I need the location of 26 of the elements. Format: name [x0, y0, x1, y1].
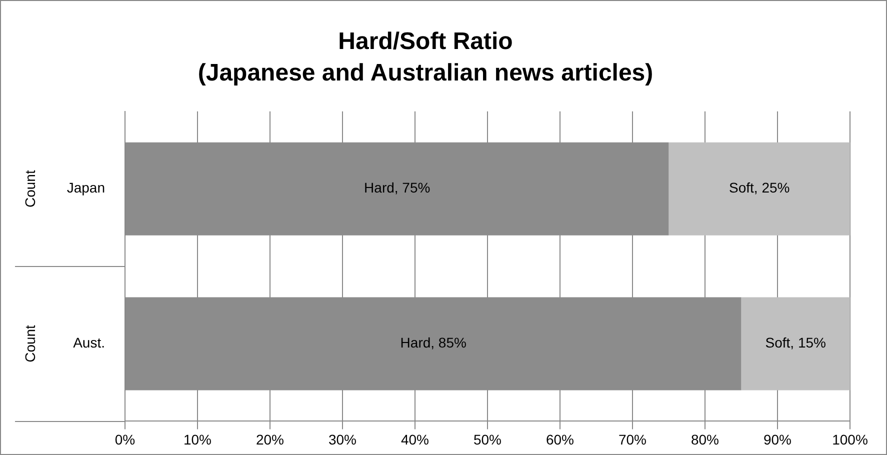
- data-label: , 25%: [754, 180, 790, 196]
- text: Count: [22, 170, 38, 208]
- y-tick-label: Aust.: [73, 334, 105, 351]
- series-label: Soft: [765, 334, 790, 351]
- data-label: , 15%: [790, 334, 826, 351]
- x-tick-label: 100%: [832, 431, 868, 448]
- x-tick-label: 10%: [183, 431, 212, 448]
- x-tick-label: 30%: [328, 431, 357, 448]
- x-tick-label: 40%: [400, 431, 430, 448]
- x-tick-label: 90%: [763, 431, 792, 448]
- text: Soft: [729, 180, 754, 196]
- y-tick-label: Japan: [66, 180, 105, 196]
- chart-title: Hard/Soft Ratio (Japanese and Australian news articles): [198, 28, 654, 86]
- text: Hard: [400, 334, 431, 351]
- x-tick-label: 50%: [473, 431, 502, 448]
- data-label: , 75%: [394, 180, 430, 196]
- x-tick-label: 20%: [256, 431, 284, 448]
- x-tick-label: 80%: [690, 431, 720, 448]
- text: Count: [22, 324, 38, 362]
- x-tick-label: 0%: [114, 431, 136, 448]
- series-label: Hard: [364, 180, 394, 196]
- x-tick-label: 60%: [546, 431, 574, 448]
- bar: [741, 297, 850, 390]
- bar: [668, 142, 850, 236]
- x-tick-label: 70%: [618, 431, 647, 448]
- data-label: , 85%: [430, 334, 466, 351]
